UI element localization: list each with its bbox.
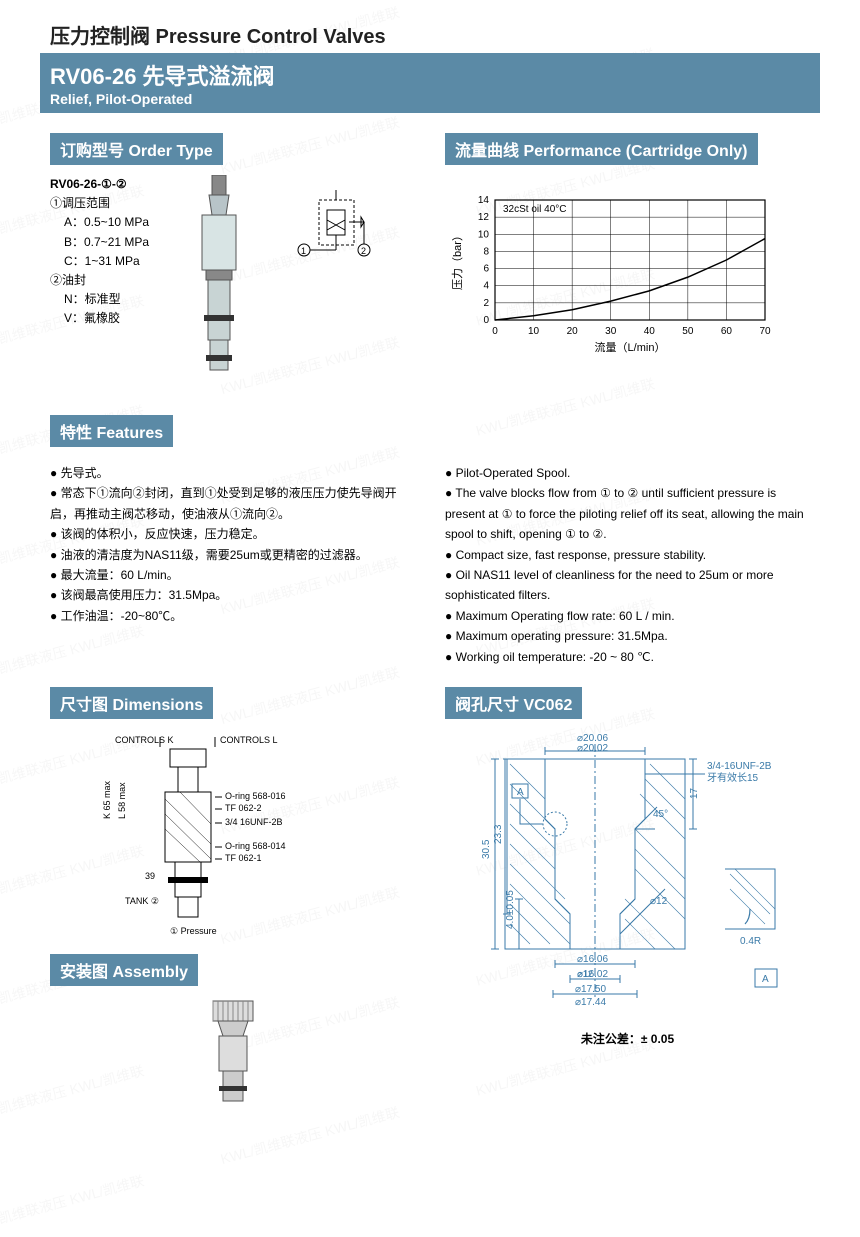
svg-text:3/4 16UNF-2B: 3/4 16UNF-2B <box>225 817 283 827</box>
svg-text:70: 70 <box>759 326 771 337</box>
svg-text:14: 14 <box>478 195 490 206</box>
feature-item: 常态下①流向②封闭，直到①处受到足够的液压压力使先导阀开启，再推动主阀芯移动，使… <box>50 483 415 524</box>
svg-text:TF 062-1: TF 062-1 <box>225 853 262 863</box>
svg-text:3/4-16UNF-2B: 3/4-16UNF-2B <box>707 761 772 772</box>
dimensions-header: 尺寸图 Dimensions <box>50 687 213 719</box>
cavity-header: 阀孔尺寸 VC062 <box>445 687 582 719</box>
svg-text:⌀12: ⌀12 <box>650 896 668 907</box>
svg-text:60: 60 <box>721 326 733 337</box>
dimensions-drawing: CONTROLS K CONTROLS L K 65 max L 58 max <box>50 729 415 944</box>
features-list-cn: 先导式。常态下①流向②封闭，直到①处受到足够的液压压力使先导阀开启，再推动主阀芯… <box>50 463 415 626</box>
svg-text:32cSt oil 40°C: 32cSt oil 40°C <box>503 204 566 215</box>
svg-text:牙有效长15: 牙有效长15 <box>707 771 759 784</box>
performance-chart: 0 10 20 30 40 50 60 70 0 2 4 6 8 10 12 14 32cSt oil 40°C… <box>445 185 810 360</box>
svg-text:A: A <box>517 787 524 798</box>
order-type-text: RV06-26-①-② ①调压范围 A：0.5~10 MPa B：0.7~21 … <box>50 175 149 329</box>
feature-item: Maximum Operating flow rate: 60 L / min. <box>445 606 810 626</box>
performance-header: 流量曲线 Performance (Cartridge Only) <box>445 133 758 165</box>
assembly-drawing <box>50 996 415 1121</box>
svg-text:L 58 max: L 58 max <box>117 782 127 819</box>
hydraulic-schematic: 1 2 <box>289 185 379 280</box>
feature-item: Pilot-Operated Spool. <box>445 463 810 483</box>
svg-text:0: 0 <box>483 315 489 326</box>
svg-text:TANK ②: TANK ② <box>125 896 159 906</box>
svg-text:30: 30 <box>605 326 617 337</box>
valve-image <box>169 175 269 395</box>
svg-text:① Pressure: ① Pressure <box>170 926 217 936</box>
svg-text:50: 50 <box>682 326 694 337</box>
svg-text:TF 062-2: TF 062-2 <box>225 803 262 813</box>
product-model: RV06-26 先导式溢流阀 <box>50 59 810 91</box>
feature-item: Working oil temperature: -20 ~ 80 ℃. <box>445 647 810 667</box>
svg-text:O-ring 568-014: O-ring 568-014 <box>225 841 286 851</box>
feature-item: Compact size, fast response, pressure st… <box>445 545 810 565</box>
order-type-header: 订购型号 Order Type <box>50 133 223 165</box>
svg-text:8: 8 <box>483 246 489 257</box>
svg-text:A: A <box>762 974 769 985</box>
svg-text:17: 17 <box>689 787 700 799</box>
svg-text:39: 39 <box>145 871 155 881</box>
svg-text:⌀16.06: ⌀16.06 <box>577 954 608 965</box>
svg-text:O-ring 568-016: O-ring 568-016 <box>225 791 286 801</box>
svg-text:2: 2 <box>483 298 489 309</box>
svg-text:40: 40 <box>644 326 656 337</box>
features-header: 特性 Features <box>50 415 173 447</box>
svg-text:⌀17.50: ⌀17.50 <box>575 984 606 995</box>
svg-text:0.4R: 0.4R <box>740 936 761 947</box>
svg-text:45°: 45° <box>653 809 668 820</box>
svg-text:30.5: 30.5 <box>481 839 492 859</box>
feature-item: 先导式。 <box>50 463 415 483</box>
svg-text:23.3: 23.3 <box>493 824 504 844</box>
svg-text:2: 2 <box>361 246 366 256</box>
assembly-header: 安装图 Assembly <box>50 954 198 986</box>
svg-text:4: 4 <box>483 281 489 292</box>
feature-item: 该阀的体积小，反应快速，压力稳定。 <box>50 524 415 544</box>
product-subtitle: Relief, Pilot-Operated <box>50 91 810 107</box>
svg-text:1: 1 <box>301 246 306 256</box>
features-list-en: Pilot-Operated Spool.The valve blocks fl… <box>445 463 810 667</box>
svg-text:4.0±0.05: 4.0±0.05 <box>505 890 516 929</box>
svg-text:⌀20.02: ⌀20.02 <box>577 743 608 754</box>
svg-text:流量（L/min）: 流量（L/min） <box>595 340 666 354</box>
cavity-drawing: ⌀20.06 ⌀20.02 A 3/4-16UNF-2B 牙有效长15 45° … <box>445 729 810 1024</box>
feature-item: Maximum operating pressure: 31.5Mpa. <box>445 626 810 646</box>
feature-item: 最大流量：60 L/min。 <box>50 565 415 585</box>
svg-text:0: 0 <box>492 326 498 337</box>
svg-text:20: 20 <box>567 326 579 337</box>
feature-item: 油液的清洁度为NAS11级，需要25um或更精密的过滤器。 <box>50 545 415 565</box>
svg-text:12: 12 <box>478 212 490 223</box>
feature-item: The valve blocks flow from ① to ② until … <box>445 483 810 544</box>
svg-text:压力（bar）: 压力（bar） <box>451 230 464 290</box>
svg-text:10: 10 <box>478 229 490 240</box>
feature-item: 工作油温：-20~80℃。 <box>50 606 415 626</box>
svg-text:10: 10 <box>528 326 540 337</box>
svg-text:CONTROLS L: CONTROLS L <box>220 735 278 745</box>
feature-item: 该阀最高使用压力：31.5Mpa。 <box>50 585 415 605</box>
svg-text:⌀17.44: ⌀17.44 <box>575 997 606 1008</box>
svg-text:K 65 max: K 65 max <box>102 780 112 819</box>
svg-text:⌀12: ⌀12 <box>577 969 592 979</box>
tolerance-note: 未注公差：± 0.05 <box>445 1030 810 1047</box>
feature-item: Oil NAS11 level of cleanliness for the n… <box>445 565 810 606</box>
page-title: 压力控制阀 Pressure Control Valves <box>50 20 810 49</box>
svg-text:CONTROLS K: CONTROLS K <box>115 735 174 745</box>
title-band: RV06-26 先导式溢流阀 Relief, Pilot-Operated <box>40 53 820 113</box>
svg-text:6: 6 <box>483 264 489 275</box>
